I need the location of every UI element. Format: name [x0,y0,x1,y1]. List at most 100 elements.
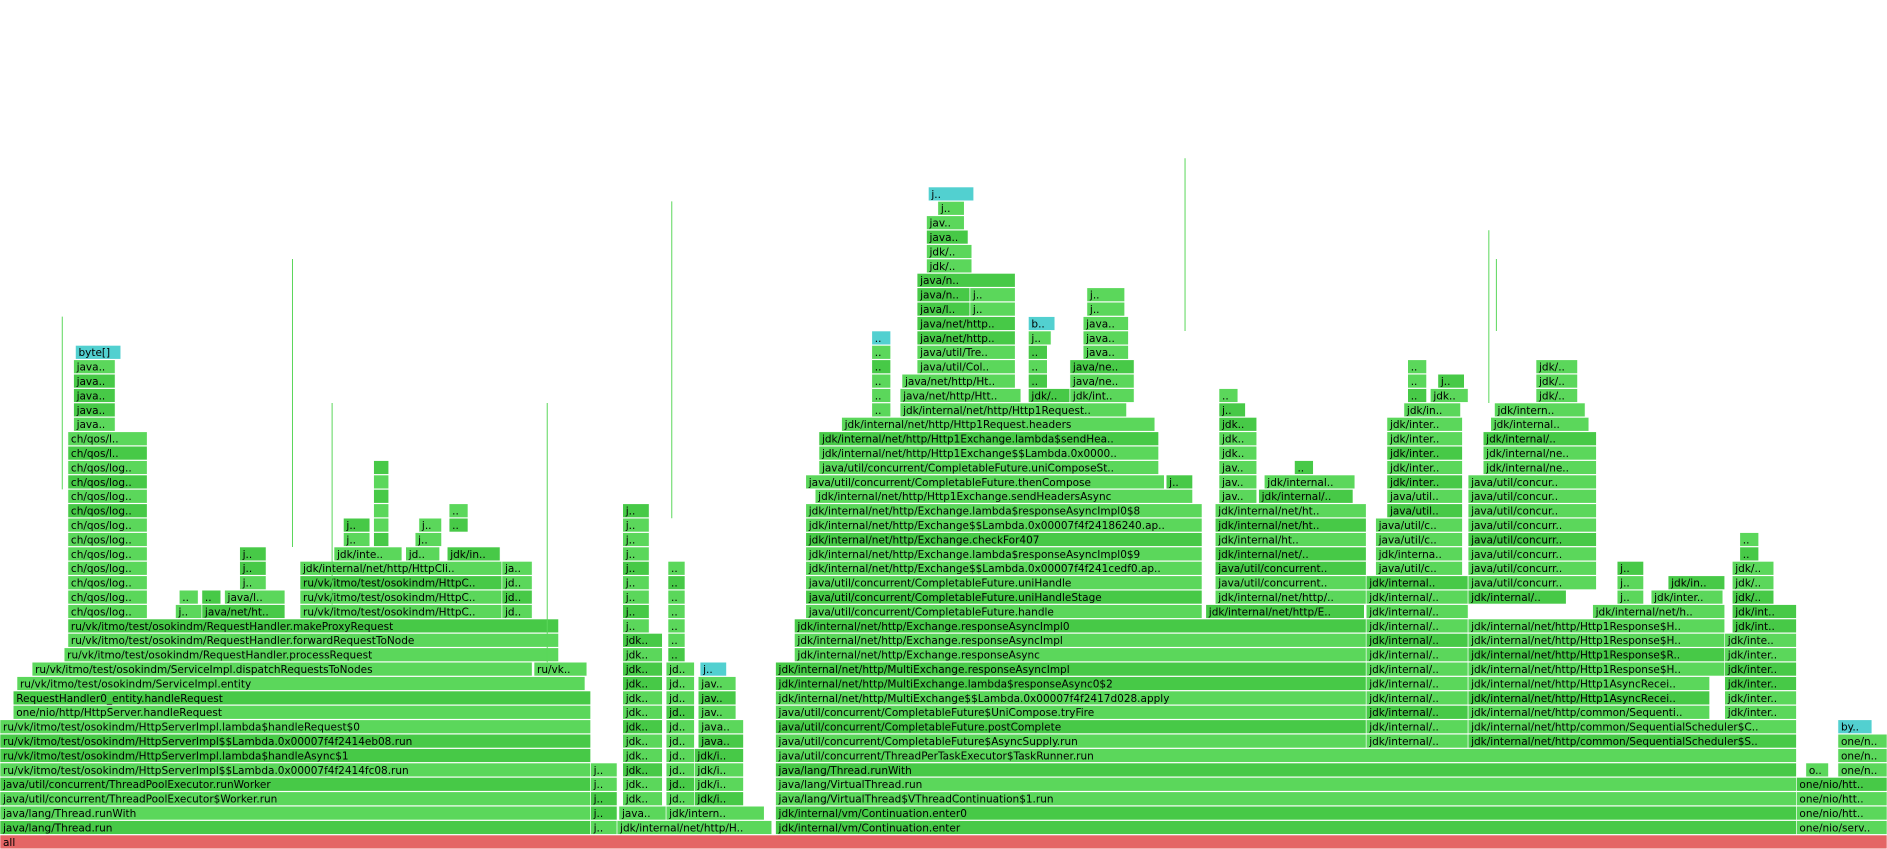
frame[interactable]: jdk/internal/.. [1365,705,1469,720]
frame-bar[interactable] [794,647,1367,662]
frame-bar[interactable] [694,791,744,806]
frame[interactable]: jdk/internal/net/http/Http1Response$H.. [1467,633,1726,648]
frame-bar[interactable] [665,690,695,706]
frame-bar[interactable] [775,805,1797,821]
frame[interactable]: java/lang/Thread.runWith [0,805,591,821]
frame-bar[interactable] [926,244,973,259]
frame-bar[interactable] [926,229,969,245]
frame[interactable]: jdk.. [1218,445,1258,461]
frame[interactable]: java/util/concurrent/CompletableFuture.t… [805,474,1165,490]
frame[interactable]: ru/vk/itmo/test/osokindm/HttpServerImpl.… [0,748,591,763]
frame-bar[interactable] [871,359,891,374]
frame-bar[interactable] [775,676,1367,691]
frame[interactable]: jdk/internal/net/http/Exchange.checkFor4… [805,532,1203,547]
frame-bar[interactable] [501,589,533,605]
frame-bar[interactable] [1535,373,1578,389]
frame[interactable]: ru/vk/itmo/test/osokindm/HttpC.. [299,604,503,619]
frame-bar[interactable] [694,777,744,792]
frame-bar[interactable] [899,402,1127,418]
frame[interactable]: jdk/inter.. [1724,690,1797,706]
frame-bar[interactable] [622,748,663,763]
frame[interactable]: java/util/Tre.. [916,345,1016,360]
frame[interactable]: jdk/internal/.. [1365,604,1469,619]
frame-bar[interactable] [667,604,686,619]
frame-bar[interactable] [1616,561,1644,576]
frame[interactable]: ru/vk/itmo/test/osokindm/HttpServerImpl$… [0,733,591,749]
frame[interactable]: .. [667,575,686,590]
frame[interactable]: ru/vk/itmo/test/osokindm/HttpServerImpl.… [0,719,591,734]
frame[interactable]: java/util/concurrent/ThreadPerTaskExecut… [775,748,1797,763]
frame[interactable]: ch/qos/log.. [67,517,148,533]
frame-bar[interactable] [1214,561,1367,576]
frame[interactable]: j.. [622,618,650,634]
frame[interactable]: jdk/internal/.. [1365,733,1469,749]
frame-bar[interactable] [31,661,533,677]
frame[interactable]: jdk/internal/.. [1365,618,1469,634]
frame[interactable]: jdk.. [622,719,663,734]
frame[interactable]: ru/vk/itmo/test/osokindm/ServiceImpl.dis… [31,661,533,677]
frame-bar[interactable] [805,517,1203,533]
frame[interactable]: jdk/inter.. [1724,676,1797,691]
frame-bar[interactable] [0,733,591,749]
frame[interactable]: j.. [1218,402,1246,418]
frame[interactable]: jdk/internal/net/.. [1214,546,1367,562]
frame-bar[interactable] [1069,359,1135,374]
frame-bar[interactable] [667,589,686,605]
frame[interactable]: java.. [73,359,116,374]
frame[interactable]: jd.. [665,661,695,677]
frame-bar[interactable] [667,575,686,590]
frame-bar[interactable] [1482,460,1597,475]
frame[interactable]: java/util/concurrent/ThreadPoolExecutor$… [0,791,591,806]
frame-bar[interactable] [16,676,586,691]
frame[interactable]: jdk/internal/net/http/Exchange$$Lambda.0… [805,517,1203,533]
frame-bar[interactable] [1731,618,1797,634]
frame-bar[interactable] [667,633,686,648]
frame[interactable]: by.. [1837,719,1873,734]
frame-bar[interactable] [299,575,503,590]
frame[interactable] [373,474,390,490]
frame-bar[interactable] [622,690,663,706]
frame[interactable]: j.. [622,517,650,533]
frame-bar[interactable] [67,445,148,461]
frame[interactable]: jdk.. [622,748,663,763]
frame[interactable]: j.. [1616,561,1644,576]
frame-bar[interactable] [239,561,267,576]
frame-bar[interactable] [916,287,971,302]
frame[interactable]: .. [1407,388,1427,403]
frame-bar[interactable] [590,762,618,778]
frame[interactable]: jdk/internal/net/http/Exchange.responseA… [794,618,1367,634]
frame[interactable]: .. [871,388,891,403]
frame-bar[interactable] [343,517,371,533]
frame-bar[interactable] [1616,575,1644,590]
frame-bar[interactable] [1535,359,1578,374]
frame-bar[interactable] [1294,460,1314,475]
frame[interactable]: java/util/concurr.. [1467,532,1597,547]
frame-bar[interactable] [1028,345,1048,360]
frame[interactable]: java.. [697,719,744,734]
frame[interactable]: jdk/internal/net/http/common/Sequenti.. [1467,705,1710,720]
frame-bar[interactable] [0,805,591,821]
frame[interactable]: jdk/inte.. [1724,633,1797,648]
frame[interactable]: ru/vk/itmo/test/osokindm/HttpServerImpl$… [0,762,591,778]
frame-bar[interactable] [67,460,148,475]
frame-bar[interactable] [871,373,891,389]
frame-bar[interactable] [67,589,148,605]
frame[interactable]: jdk/internal/net/http/Http1Response$R.. [1467,647,1726,662]
frame-bar[interactable] [0,820,591,835]
frame[interactable]: java/util/concurrent.. [1214,575,1367,590]
frame-bar[interactable] [665,805,765,821]
frame[interactable]: jdk/internal/net/ht.. [1214,517,1367,533]
frame[interactable]: jdk/intern.. [665,805,765,821]
frame-bar[interactable] [1375,561,1463,576]
frame-bar[interactable] [916,301,971,317]
frame-bar[interactable] [871,330,891,346]
frame[interactable]: java/util/concurrent/CompletableFuture.h… [805,604,1203,619]
frame[interactable]: one/n.. [1837,748,1887,763]
frame[interactable]: j.. [622,532,650,547]
frame-bar[interactable] [1724,690,1797,706]
frame[interactable]: jdk/i.. [694,748,744,763]
frame[interactable]: java.. [697,733,744,749]
frame-bar[interactable] [775,762,1797,778]
frame[interactable]: jdk/internal/.. [1365,647,1469,662]
frame[interactable]: java/util/concurrent/CompletableFuture$U… [775,705,1367,720]
